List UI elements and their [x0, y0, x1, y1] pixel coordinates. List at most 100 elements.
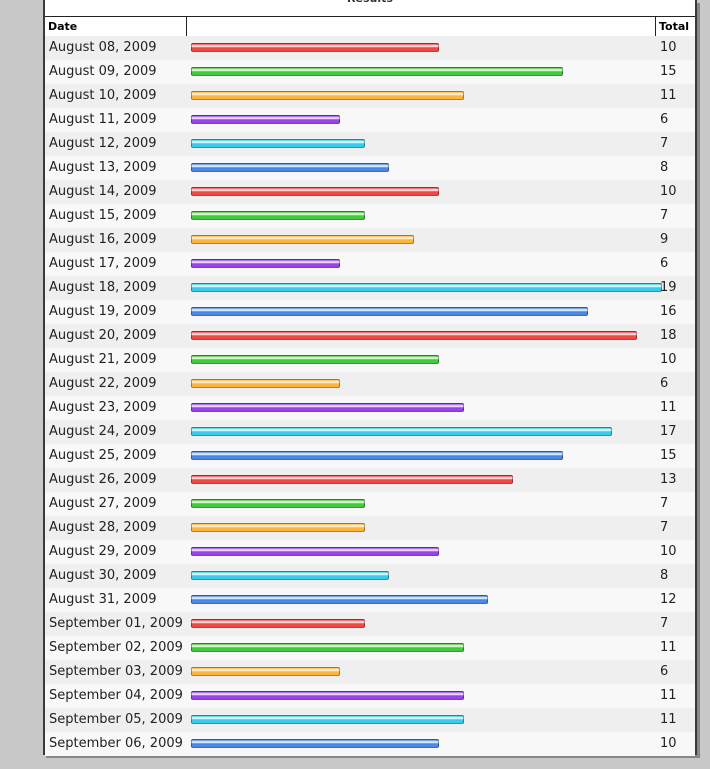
table-row: August 13, 2009 8	[45, 156, 695, 180]
total-cell: 11	[660, 688, 677, 703]
total-bar	[191, 115, 340, 124]
total-cell: 15	[660, 448, 677, 463]
total-bar	[191, 571, 390, 580]
total-bar	[191, 715, 464, 724]
date-cell: August 27, 2009	[49, 496, 157, 511]
date-cell: August 19, 2009	[49, 304, 157, 319]
total-bar	[191, 475, 514, 484]
table-row: August 21, 2009 10	[45, 348, 695, 372]
date-cell: August 14, 2009	[49, 184, 157, 199]
total-bar	[191, 355, 439, 364]
total-bar	[191, 259, 340, 268]
table-row: September 03, 2009 6	[45, 660, 695, 684]
date-cell: August 29, 2009	[49, 544, 157, 559]
table-row: August 17, 2009 6	[45, 252, 695, 276]
date-cell: August 09, 2009	[49, 64, 157, 79]
total-bar	[191, 547, 439, 556]
total-cell: 11	[660, 640, 677, 655]
date-cell: August 20, 2009	[49, 328, 157, 343]
date-cell: August 24, 2009	[49, 424, 157, 439]
total-cell: 11	[660, 712, 677, 727]
table-header: Date Total	[45, 16, 695, 37]
total-cell: 13	[660, 472, 677, 487]
total-bar	[191, 451, 563, 460]
date-cell: August 17, 2009	[49, 256, 157, 271]
total-cell: 10	[660, 352, 677, 367]
date-cell: August 31, 2009	[49, 592, 157, 607]
total-cell: 6	[660, 664, 669, 679]
date-cell: September 05, 2009	[49, 712, 183, 727]
total-cell: 9	[660, 232, 669, 247]
total-bar	[191, 67, 563, 76]
total-cell: 15	[660, 64, 677, 79]
total-cell: 10	[660, 40, 677, 55]
table-row: August 10, 2009 11	[45, 84, 695, 108]
table-row: September 02, 2009 11	[45, 636, 695, 660]
table-row: August 15, 2009 7	[45, 204, 695, 228]
table-row: August 14, 2009 10	[45, 180, 695, 204]
date-cell: August 30, 2009	[49, 568, 157, 583]
date-cell: August 21, 2009	[49, 352, 157, 367]
total-cell: 6	[660, 112, 669, 127]
date-cell: August 13, 2009	[49, 160, 157, 175]
table-row: September 01, 2009 7	[45, 612, 695, 636]
table-row: August 16, 2009 9	[45, 228, 695, 252]
total-cell: 7	[660, 208, 669, 223]
table-row: August 22, 2009 6	[45, 372, 695, 396]
total-cell: 10	[660, 544, 677, 559]
total-bar	[191, 619, 365, 628]
date-cell: August 18, 2009	[49, 280, 157, 295]
table-row: August 29, 2009 10	[45, 540, 695, 564]
column-header-blank	[187, 17, 656, 36]
total-bar	[191, 235, 415, 244]
table-row: August 09, 2009 15	[45, 60, 695, 84]
total-bar	[191, 307, 588, 316]
table-row: August 26, 2009 13	[45, 468, 695, 492]
results-panel: Results Date Total August 08, 200910Augu…	[43, 0, 697, 756]
column-header: Date	[45, 17, 187, 36]
date-cell: September 03, 2009	[49, 664, 183, 679]
table-row: August 18, 2009 19	[45, 276, 695, 300]
table-row: August 12, 2009 7	[45, 132, 695, 156]
table-row: August 25, 2009 15	[45, 444, 695, 468]
total-cell: 8	[660, 568, 669, 583]
total-bar	[191, 139, 365, 148]
date-cell: September 01, 2009	[49, 616, 183, 631]
table-row: August 19, 2009 16	[45, 300, 695, 324]
total-cell: 7	[660, 496, 669, 511]
total-bar	[191, 667, 340, 676]
total-bar	[191, 739, 439, 748]
date-cell: August 23, 2009	[49, 400, 157, 415]
table-row: August 20, 2009 18	[45, 324, 695, 348]
panel-title: Results	[45, 0, 695, 8]
total-cell: 10	[660, 736, 677, 751]
total-cell: 6	[660, 376, 669, 391]
date-cell: August 12, 2009	[49, 136, 157, 151]
total-bar	[191, 91, 464, 100]
total-cell: 17	[660, 424, 677, 439]
total-cell: 12	[660, 592, 677, 607]
total-cell: 18	[660, 328, 677, 343]
date-cell: August 28, 2009	[49, 520, 157, 535]
total-cell: 7	[660, 616, 669, 631]
table-row: August 23, 2009 11	[45, 396, 695, 420]
total-bar	[191, 283, 662, 292]
table-row: August 28, 2009 7	[45, 516, 695, 540]
total-bar	[191, 211, 365, 220]
total-bar	[191, 523, 365, 532]
total-bar	[191, 163, 390, 172]
date-cell: August 10, 2009	[49, 88, 157, 103]
table-row: August 24, 2009 17	[45, 420, 695, 444]
total-bar	[191, 499, 365, 508]
total-bar	[191, 331, 638, 340]
total-cell: 10	[660, 184, 677, 199]
table-row: August 11, 2009 6	[45, 108, 695, 132]
total-cell: 19	[660, 280, 677, 295]
column-header: Total	[659, 20, 690, 33]
date-cell: August 16, 2009	[49, 232, 157, 247]
total-cell: 7	[660, 136, 669, 151]
table-row: September 04, 2009 11	[45, 684, 695, 708]
total-cell: 8	[660, 160, 669, 175]
date-cell: August 25, 2009	[49, 448, 157, 463]
